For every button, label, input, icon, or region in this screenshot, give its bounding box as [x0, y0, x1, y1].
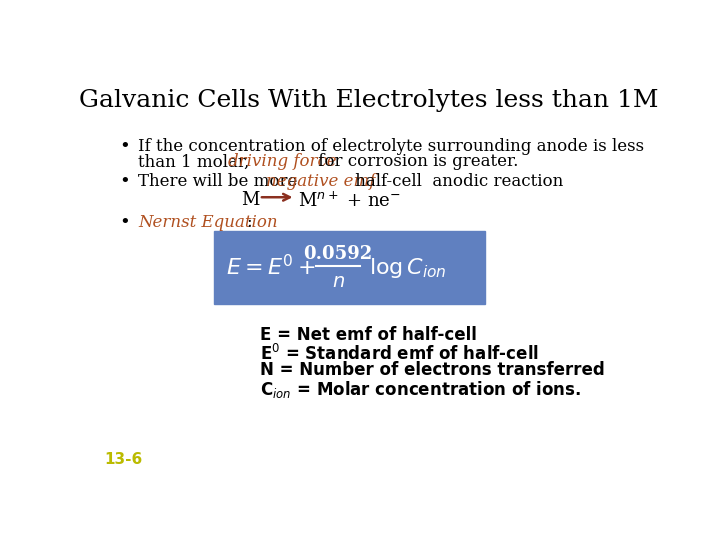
Text: :: : — [246, 214, 252, 231]
Text: driving force: driving force — [228, 153, 337, 170]
Text: $n$: $n$ — [331, 273, 345, 291]
Text: C$_{ion}$ = Molar concentration of ions.: C$_{ion}$ = Molar concentration of ions. — [261, 379, 582, 400]
FancyBboxPatch shape — [214, 231, 485, 304]
Text: Galvanic Cells With Electrolytes less than 1M: Galvanic Cells With Electrolytes less th… — [79, 90, 659, 112]
Text: E = Net emf of half-cell: E = Net emf of half-cell — [261, 326, 477, 344]
Text: M$^{n+}$ + ne$^{-}$: M$^{n+}$ + ne$^{-}$ — [297, 191, 400, 211]
Text: M: M — [241, 191, 259, 209]
Text: 13-6: 13-6 — [104, 452, 142, 467]
Text: •: • — [120, 173, 130, 191]
Text: $\log C_{ion}$: $\log C_{ion}$ — [369, 256, 446, 280]
Text: for corrosion is greater.: for corrosion is greater. — [312, 153, 518, 170]
Text: than 1 molar,: than 1 molar, — [138, 153, 255, 170]
Text: negative emf: negative emf — [266, 173, 375, 190]
Text: Nernst Equation: Nernst Equation — [138, 214, 278, 231]
Text: •: • — [120, 138, 130, 156]
Text: $E = E^{0} +$: $E = E^{0} +$ — [225, 255, 315, 280]
Text: If the concentration of electrolyte surrounding anode is less: If the concentration of electrolyte surr… — [138, 138, 644, 155]
Text: half-cell  anodic reaction: half-cell anodic reaction — [351, 173, 564, 190]
Text: N = Number of electrons transferred: N = Number of electrons transferred — [261, 361, 606, 379]
Text: E$^{0}$ = Standard emf of half-cell: E$^{0}$ = Standard emf of half-cell — [261, 343, 539, 363]
Text: •: • — [120, 214, 130, 232]
Text: There will be more: There will be more — [138, 173, 302, 190]
Text: 0.0592: 0.0592 — [303, 245, 373, 263]
